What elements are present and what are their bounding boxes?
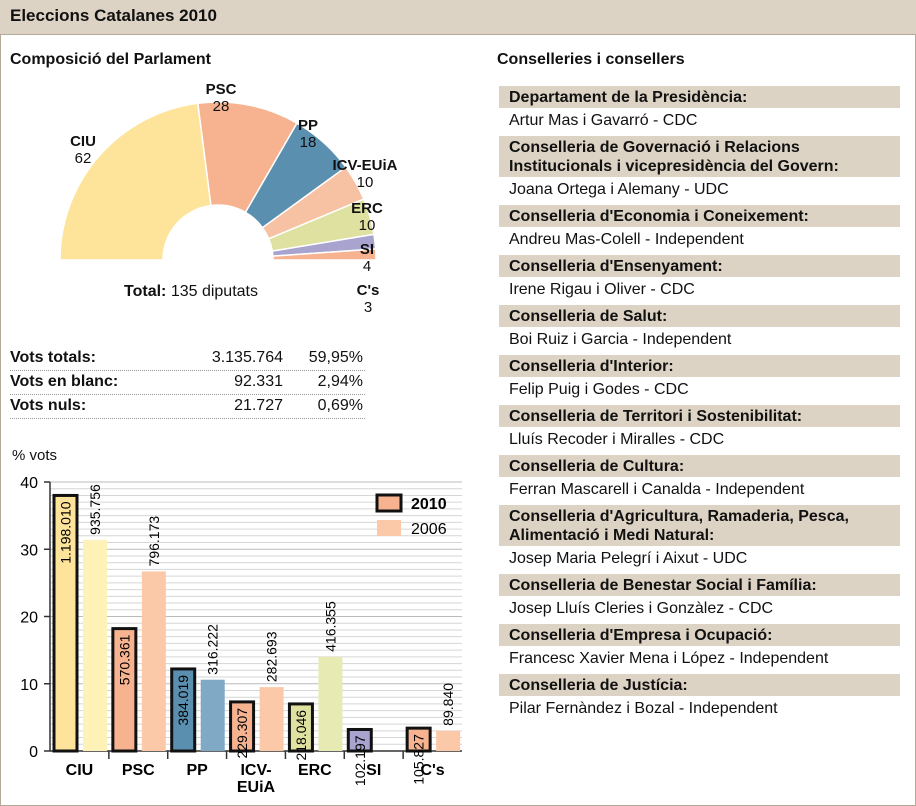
council-minister: Joana Ortega i Alemany - UDC [509, 181, 729, 198]
bar-2010 [170, 667, 197, 753]
council-minister: Boi Ruiz i Garcia - Independent [509, 331, 732, 348]
bar-2006 [141, 571, 166, 751]
bar-label-2010: 229.307 [234, 708, 250, 759]
hemi-slice-cs [272, 248, 377, 261]
bar-2006 [259, 687, 284, 751]
council-dept: Conselleria de Cultura: [499, 455, 900, 477]
councils-title: Conselleries i consellers [497, 51, 685, 68]
y-tick-label: 20 [20, 610, 38, 627]
bar-chart-ylabel: % vots [12, 447, 58, 464]
vote-row-null: Vots nuls: 21.727 0,69% [10, 395, 365, 419]
council-minister: Irene Rigau i Oliver - CDC [509, 281, 695, 298]
bar-2010 [111, 627, 138, 753]
bar-label-2006: 796.173 [146, 516, 162, 567]
bar-label-2006: 89.840 [440, 683, 456, 726]
council-dept: Conselleria de Governació i Relacions In… [499, 136, 900, 177]
council-minister: Artur Mas i Gavarró - CDC [509, 112, 698, 129]
bar-label-2010: 1.198.010 [58, 501, 74, 563]
hemi-slice-ciu [59, 102, 212, 261]
bar-2010 [229, 700, 256, 753]
council-dept: Conselleria d'Economia i Coneixement: [499, 205, 900, 227]
x-tick-label: PSC [122, 762, 155, 779]
bar-label-2006: 416.355 [322, 601, 338, 652]
council-minister: Felip Puig i Godes - CDC [509, 381, 689, 398]
parliament-hemicycle-chart [59, 101, 377, 261]
hemi-label-erc: ERC 10 [351, 200, 383, 234]
hemi-label-ciu: CIU 62 [70, 133, 96, 167]
votes-table: Vots totals: 3.135.764 59,95% Vots en bl… [10, 347, 365, 419]
bar-label-2006: 935.756 [87, 484, 103, 535]
hemi-label-icv: ICV-EUiA 10 [332, 157, 398, 191]
bar-label-2010: 570.361 [116, 634, 132, 685]
legend-swatch-2006 [377, 520, 401, 536]
x-tick-label: ERC [298, 762, 332, 779]
hemi-label-psc: PSC 28 [205, 81, 237, 115]
vote-row-total: Vots totals: 3.135.764 59,95% [10, 347, 365, 371]
bar-label-2010: 384.019 [175, 675, 191, 726]
title-bar: Eleccions Catalanes 2010 [0, 0, 916, 35]
y-tick-label: 10 [20, 677, 38, 694]
council-minister: Pilar Fernàndez i Bozal - Independent [509, 700, 778, 717]
y-tick-label: 30 [20, 542, 38, 559]
bar-2010 [52, 493, 79, 753]
council-dept: Conselleria de Benestar Social i Família… [499, 574, 900, 596]
votes-bar-chart: 0 10 20 30 40 1.198.010 935.756 CIU 570.361 796.1… [20, 475, 462, 796]
hemi-label-cs: C's 3 [356, 282, 380, 316]
councils-list: Departament de la Presidència: Artur Mas … [499, 86, 900, 724]
x-tick-label: SI [366, 762, 381, 779]
bar-2006 [318, 656, 343, 751]
x-tick-label: EUiA [237, 779, 276, 796]
legend-swatch-2010 [375, 493, 403, 513]
bar-label-2006: 316.222 [205, 624, 221, 675]
council-dept: Departament de la Presidència: [499, 86, 900, 108]
council-dept: Conselleria de Salut: [499, 305, 900, 327]
x-tick-label: C's [420, 762, 444, 779]
bar-2006 [436, 730, 461, 751]
page-title: Eleccions Catalanes 2010 [10, 6, 217, 25]
bar-2010 [405, 726, 432, 753]
council-minister: Josep Lluís Cleries i Gonzàlez - CDC [509, 600, 774, 617]
council-dept: Conselleria de Territori i Sostenibilita… [499, 405, 900, 427]
council-minister: Lluís Recoder i Miralles - CDC [509, 431, 725, 448]
x-tick-label: PP [186, 762, 208, 779]
bar-2006 [83, 539, 107, 751]
council-minister: Josep Maria Pelegrí i Aixut - UDC [509, 550, 748, 567]
legend-label-2006: 2006 [411, 521, 447, 538]
hemi-label-pp: PP 18 [297, 117, 318, 151]
y-tick-label: 40 [20, 475, 38, 492]
hemi-label-si: SI 4 [359, 241, 375, 275]
vote-row-blank: Vots en blanc: 92.331 2,94% [10, 371, 365, 395]
council-dept: Conselleria d'Agricultura, Ramaderia, Pe… [499, 505, 900, 546]
council-dept: Conselleria d'Ensenyament: [499, 255, 900, 277]
bar-2010 [346, 727, 373, 753]
council-minister: Ferran Mascarell i Canalda - Independent [509, 481, 805, 498]
x-tick-label: ICV- [240, 762, 271, 779]
bar-2010 [287, 702, 314, 753]
council-minister: Andreu Mas-Colell - Independent [509, 231, 744, 248]
council-minister: Francesc Xavier Mena i López - Independe… [509, 650, 829, 667]
council-dept: Conselleria de Justícia: [499, 674, 900, 696]
bar-label-2006: 282.693 [264, 631, 280, 682]
y-tick-label: 0 [29, 744, 38, 761]
council-dept: Conselleria d'Empresa i Ocupació: [499, 624, 900, 646]
bar-label-2010: 218.046 [293, 710, 309, 761]
bar-2006 [200, 679, 225, 751]
council-dept: Conselleria d'Interior: [499, 355, 900, 377]
parliament-title: Composició del Parlament [10, 51, 211, 68]
legend-label-2010: 2010 [411, 496, 447, 513]
x-tick-label: CIU [66, 762, 94, 779]
bar-label-2010: 105.827 [411, 734, 427, 785]
bar-label-2010: 102.197 [352, 735, 368, 786]
parliament-total: Total: 135 diputats [124, 283, 258, 300]
